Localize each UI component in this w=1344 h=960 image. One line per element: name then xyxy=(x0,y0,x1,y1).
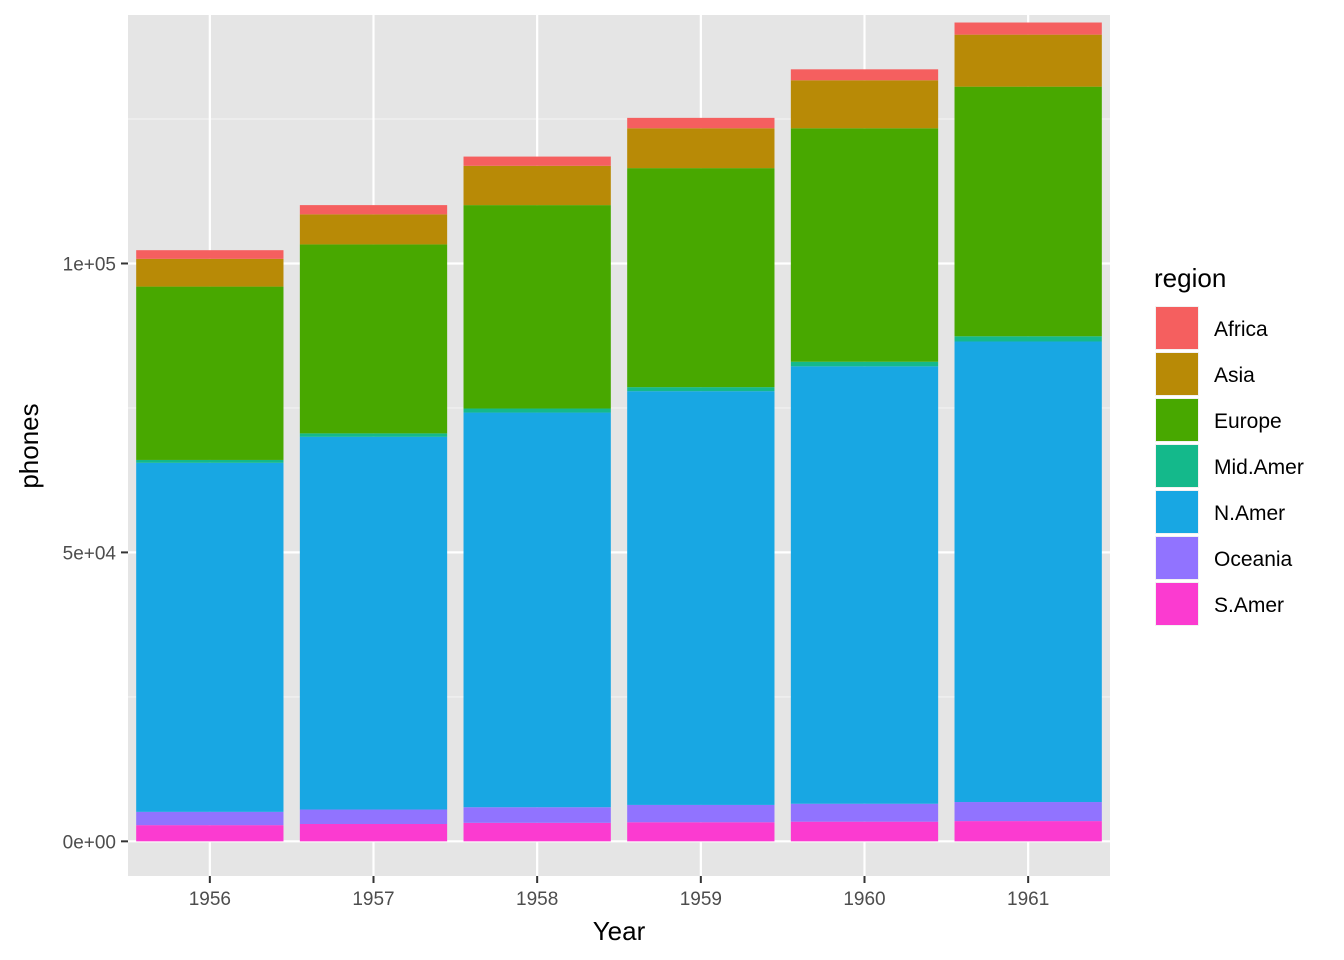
y-tick-label: 5e+04 xyxy=(63,543,117,564)
bar-stack-1958 xyxy=(463,156,611,842)
bar-segment-n-amer xyxy=(627,391,775,805)
bar-segment-asia xyxy=(463,165,611,206)
bar-segment-oceania xyxy=(627,804,775,823)
bar-stack-1960 xyxy=(790,69,939,842)
bar-segment-n-amer xyxy=(136,462,284,812)
bar-segment-europe xyxy=(954,86,1102,337)
bar-stack-1957 xyxy=(299,205,448,842)
plot-panel xyxy=(128,15,1110,876)
bar-segment-s-amer xyxy=(299,823,448,842)
legend-item: N.Amer xyxy=(1155,490,1285,534)
x-tick-label: 1960 xyxy=(843,889,885,910)
bar-segment-n-amer xyxy=(790,366,939,804)
y-axis: 0e+00 5e+04 1e+05 xyxy=(63,254,128,853)
legend-item: Africa xyxy=(1155,306,1268,350)
bar-segment-n-amer xyxy=(463,412,611,808)
legend-title: region xyxy=(1154,263,1226,293)
bar-segment-asia xyxy=(627,128,775,169)
legend-items: Africa Asia Europe Mid.Amer N.Amer Oceania S.A… xyxy=(1155,306,1304,626)
x-tick-label: 1959 xyxy=(680,889,722,910)
legend-item: S.Amer xyxy=(1155,582,1284,626)
y-tick-label: 0e+00 xyxy=(63,832,116,853)
legend-label: S.Amer xyxy=(1214,594,1284,617)
y-axis-title: phones xyxy=(14,403,44,488)
legend-item: Mid.Amer xyxy=(1155,444,1304,488)
x-tick-label: 1956 xyxy=(189,889,231,910)
legend-label: N.Amer xyxy=(1214,502,1285,525)
bar-segment-s-amer xyxy=(136,825,284,842)
bar-stack-1956 xyxy=(136,250,284,842)
bar-segment-s-amer xyxy=(627,822,775,842)
legend-item: Europe xyxy=(1155,398,1282,442)
legend-item: Oceania xyxy=(1155,536,1293,580)
bar-stacks xyxy=(136,22,1102,842)
legend-swatch xyxy=(1156,353,1198,395)
legend-swatch xyxy=(1156,583,1198,625)
legend-swatch xyxy=(1156,445,1198,487)
bar-segment-oceania xyxy=(954,802,1102,822)
bar-segment-africa xyxy=(627,117,775,129)
bar-segment-asia xyxy=(299,214,448,245)
bar-segment-oceania xyxy=(299,809,448,824)
bar-segment-s-amer xyxy=(954,821,1102,842)
bar-segment-s-amer xyxy=(463,822,611,842)
bar-segment-asia xyxy=(954,34,1102,87)
legend-swatch xyxy=(1156,399,1198,441)
legend-label: Europe xyxy=(1214,410,1282,433)
bar-segment-europe xyxy=(790,128,939,362)
bar-segment-africa xyxy=(463,156,611,166)
legend: region Africa Asia Europe Mid.Amer N.Amer Oce… xyxy=(1154,263,1304,626)
legend-label: Africa xyxy=(1214,318,1268,341)
bar-segment-mid-amer xyxy=(954,336,1102,342)
bar-segment-oceania xyxy=(790,803,939,822)
x-tick-label: 1958 xyxy=(516,889,558,910)
bar-segment-africa xyxy=(136,250,284,259)
bar-segment-africa xyxy=(299,205,448,215)
legend-item: Asia xyxy=(1155,352,1255,396)
bar-segment-oceania xyxy=(463,807,611,823)
bar-stack-1959 xyxy=(627,117,775,842)
bar-segment-africa xyxy=(790,69,939,81)
bar-segment-africa xyxy=(954,22,1102,35)
bar-segment-asia xyxy=(136,258,284,287)
bar-segment-asia xyxy=(790,80,939,129)
x-axis-title: Year xyxy=(593,916,646,946)
bar-segment-n-amer xyxy=(299,436,448,810)
bar-segment-europe xyxy=(627,168,775,388)
x-tick-label: 1961 xyxy=(1007,889,1049,910)
bar-segment-mid-amer xyxy=(627,387,775,392)
bar-segment-mid-amer xyxy=(463,408,611,413)
legend-swatch xyxy=(1156,537,1198,579)
bar-segment-s-amer xyxy=(790,821,939,842)
legend-swatch xyxy=(1156,307,1198,349)
legend-swatch xyxy=(1156,491,1198,533)
y-tick-label: 1e+05 xyxy=(63,254,116,275)
bar-segment-europe xyxy=(463,205,611,409)
bar-segment-mid-amer xyxy=(136,459,284,463)
bar-segment-oceania xyxy=(136,811,284,826)
legend-label: Asia xyxy=(1214,364,1255,387)
bar-segment-mid-amer xyxy=(299,433,448,437)
bar-stack-1961 xyxy=(954,22,1102,842)
bar-segment-europe xyxy=(136,286,284,460)
bar-segment-mid-amer xyxy=(790,361,939,367)
bar-segment-europe xyxy=(299,244,448,434)
bar-segment-n-amer xyxy=(954,341,1102,803)
legend-label: Mid.Amer xyxy=(1214,456,1304,479)
x-axis: 1956 1957 1958 1959 1960 1961 xyxy=(189,876,1049,910)
legend-label: Oceania xyxy=(1214,548,1293,571)
x-tick-label: 1957 xyxy=(352,889,394,910)
